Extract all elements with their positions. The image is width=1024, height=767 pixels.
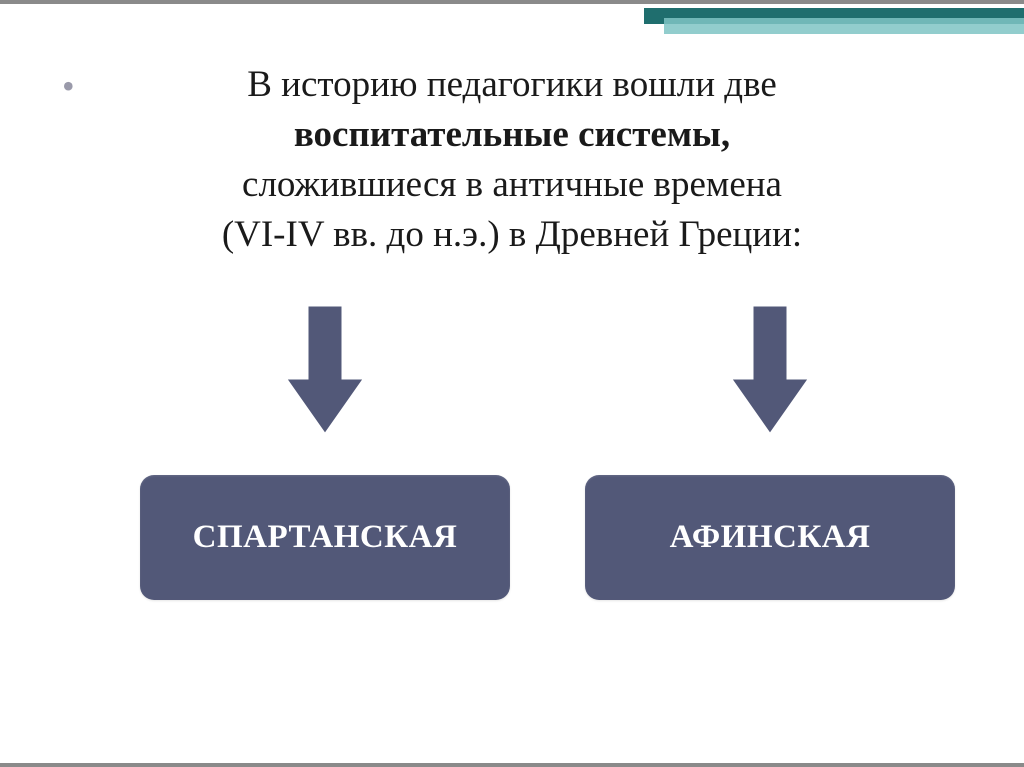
accent-light-bar [664,18,1024,34]
arrow-left [280,300,370,440]
text-line-3: сложившиеся в античные времена [70,160,954,210]
text-line-2-bold: воспитательные системы, [70,110,954,160]
slide-content: • В историю педагогики вошли две воспита… [0,0,1024,680]
diagram-area: СПАРТАНСКАЯ АФИНСКАЯ [70,300,954,680]
box-spartan: СПАРТАНСКАЯ [140,475,510,600]
arrow-right [725,300,815,440]
bottom-border-line [0,763,1024,767]
bullet-marker: • [62,62,75,111]
box-athenian: АФИНСКАЯ [585,475,955,600]
text-line-4: (VI-IV вв. до н.э.) в Древней Греции: [70,210,954,260]
box-athenian-label: АФИНСКАЯ [670,519,871,556]
text-line-1: В историю педагогики вошли две [70,60,954,110]
top-accent-decoration [644,8,1024,34]
top-border-line [0,0,1024,4]
arrow-down-icon [725,300,815,440]
arrow-down-icon [280,300,370,440]
bullet-paragraph: • В историю педагогики вошли две воспита… [70,60,954,260]
box-spartan-label: СПАРТАНСКАЯ [193,519,458,556]
